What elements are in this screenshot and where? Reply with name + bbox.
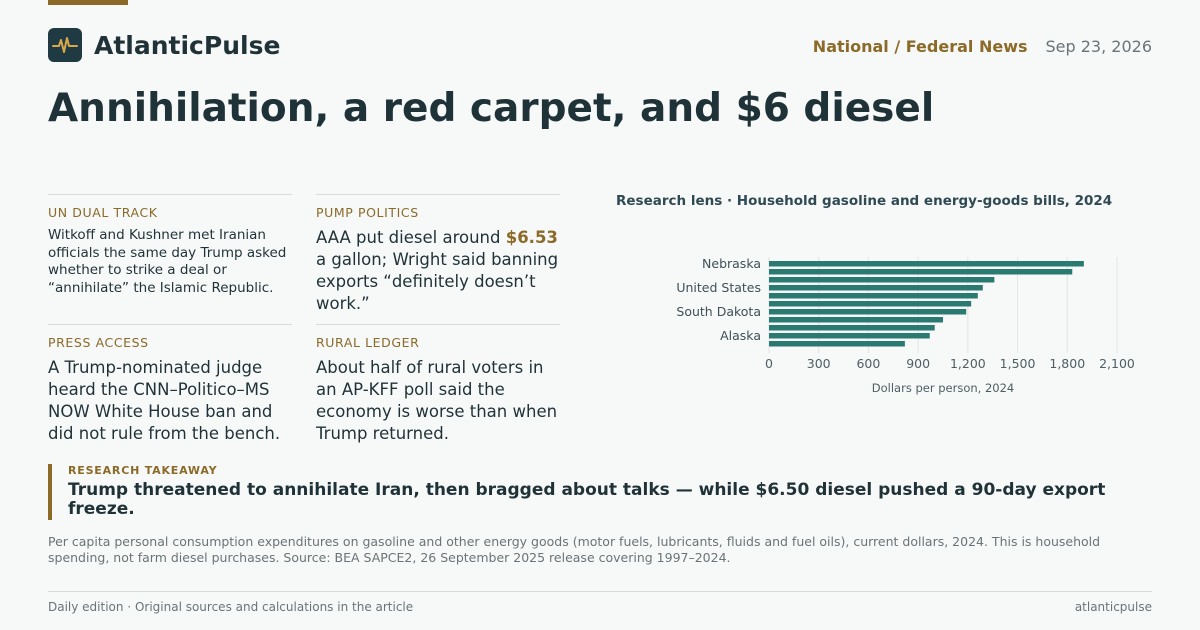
card-kicker: PUMP POLITICS — [316, 205, 419, 220]
bar — [769, 317, 943, 323]
card-body: AAA put diesel around $6.53 a gallon; Wr… — [316, 227, 560, 315]
category-label: South Dakota — [676, 304, 761, 319]
tick-label: 2,100 — [1099, 356, 1135, 371]
category-label: Alaska — [720, 328, 761, 343]
research-takeaway: RESEARCH TAKEAWAY Trump threatened to an… — [48, 464, 1152, 520]
card-un-dual-track[interactable]: UN DUAL TRACK Witkoff and Kushner met Ir… — [48, 194, 292, 297]
category-label: United States — [676, 280, 761, 295]
publish-date: Sep 23, 2026 — [1045, 37, 1153, 56]
brand-name: AtlanticPulse — [94, 30, 281, 60]
bar — [769, 261, 1084, 267]
card-press-access[interactable]: PRESS ACCESS A Trump-nominated judge hea… — [48, 324, 292, 445]
tick-label: 1,800 — [1049, 356, 1085, 371]
x-axis-label: Dollars per person, 2024 — [872, 381, 1014, 395]
card-rural-ledger[interactable]: RURAL LEDGER About half of rural voters … — [316, 324, 560, 445]
bar — [769, 277, 995, 283]
bar — [769, 301, 972, 307]
tick-label: 600 — [856, 356, 880, 371]
footer-site[interactable]: atlanticpulse — [1074, 600, 1152, 614]
bar — [769, 309, 967, 315]
header-meta: National / Federal News Sep 23, 2026 — [813, 37, 1152, 56]
category-label: Nebraska — [702, 256, 761, 271]
bar — [769, 341, 905, 347]
takeaway-text: Trump threatened to annihilate Iran, the… — [68, 480, 1106, 519]
card-body: Witkoff and Kushner met Iranian official… — [48, 227, 287, 296]
top-accent-bar — [48, 0, 128, 5]
takeaway-kicker: RESEARCH TAKEAWAY — [68, 464, 218, 477]
bar — [769, 325, 935, 331]
card-body-text: AAA put diesel around — [316, 228, 506, 247]
pulse-icon — [48, 28, 82, 62]
tick-label: 900 — [906, 356, 930, 371]
tick-label: 300 — [807, 356, 831, 371]
footer-edition: Daily edition · Original sources and cal… — [48, 600, 414, 614]
page-headline: Annihilation, a red carpet, and $6 diese… — [48, 86, 935, 131]
card-body-text: a gallon; Wright said banning exports “d… — [316, 250, 559, 313]
card-pump-politics[interactable]: PUMP POLITICS AAA put diesel around $6.5… — [316, 194, 560, 315]
section-link[interactable]: National / Federal News — [812, 37, 1028, 56]
bar — [769, 285, 983, 291]
card-kicker: RURAL LEDGER — [316, 335, 420, 350]
brand[interactable]: AtlanticPulse — [48, 28, 280, 62]
source-note: Per capita personal consumption expendit… — [48, 534, 1101, 565]
tick-label: 0 — [765, 356, 773, 371]
bar — [769, 333, 930, 339]
card-body: A Trump-nominated judge heard the CNN–Po… — [48, 358, 281, 443]
bar — [769, 269, 1073, 275]
footer-divider — [48, 591, 1152, 592]
bar-chart: Nebraska United States South Dakota Alaska 0… — [676, 256, 1135, 395]
tick-label: 1,200 — [950, 356, 986, 371]
chart-title: Research lens · Household gasoline and e… — [616, 193, 1113, 209]
tick-label: 1,500 — [1000, 356, 1036, 371]
diesel-price-highlight: $6.53 — [505, 228, 558, 247]
card-kicker: UN DUAL TRACK — [48, 205, 158, 220]
card-body: About half of rural voters in an AP-KFF … — [316, 358, 558, 443]
card-kicker: PRESS ACCESS — [48, 335, 149, 350]
bar — [769, 293, 978, 299]
